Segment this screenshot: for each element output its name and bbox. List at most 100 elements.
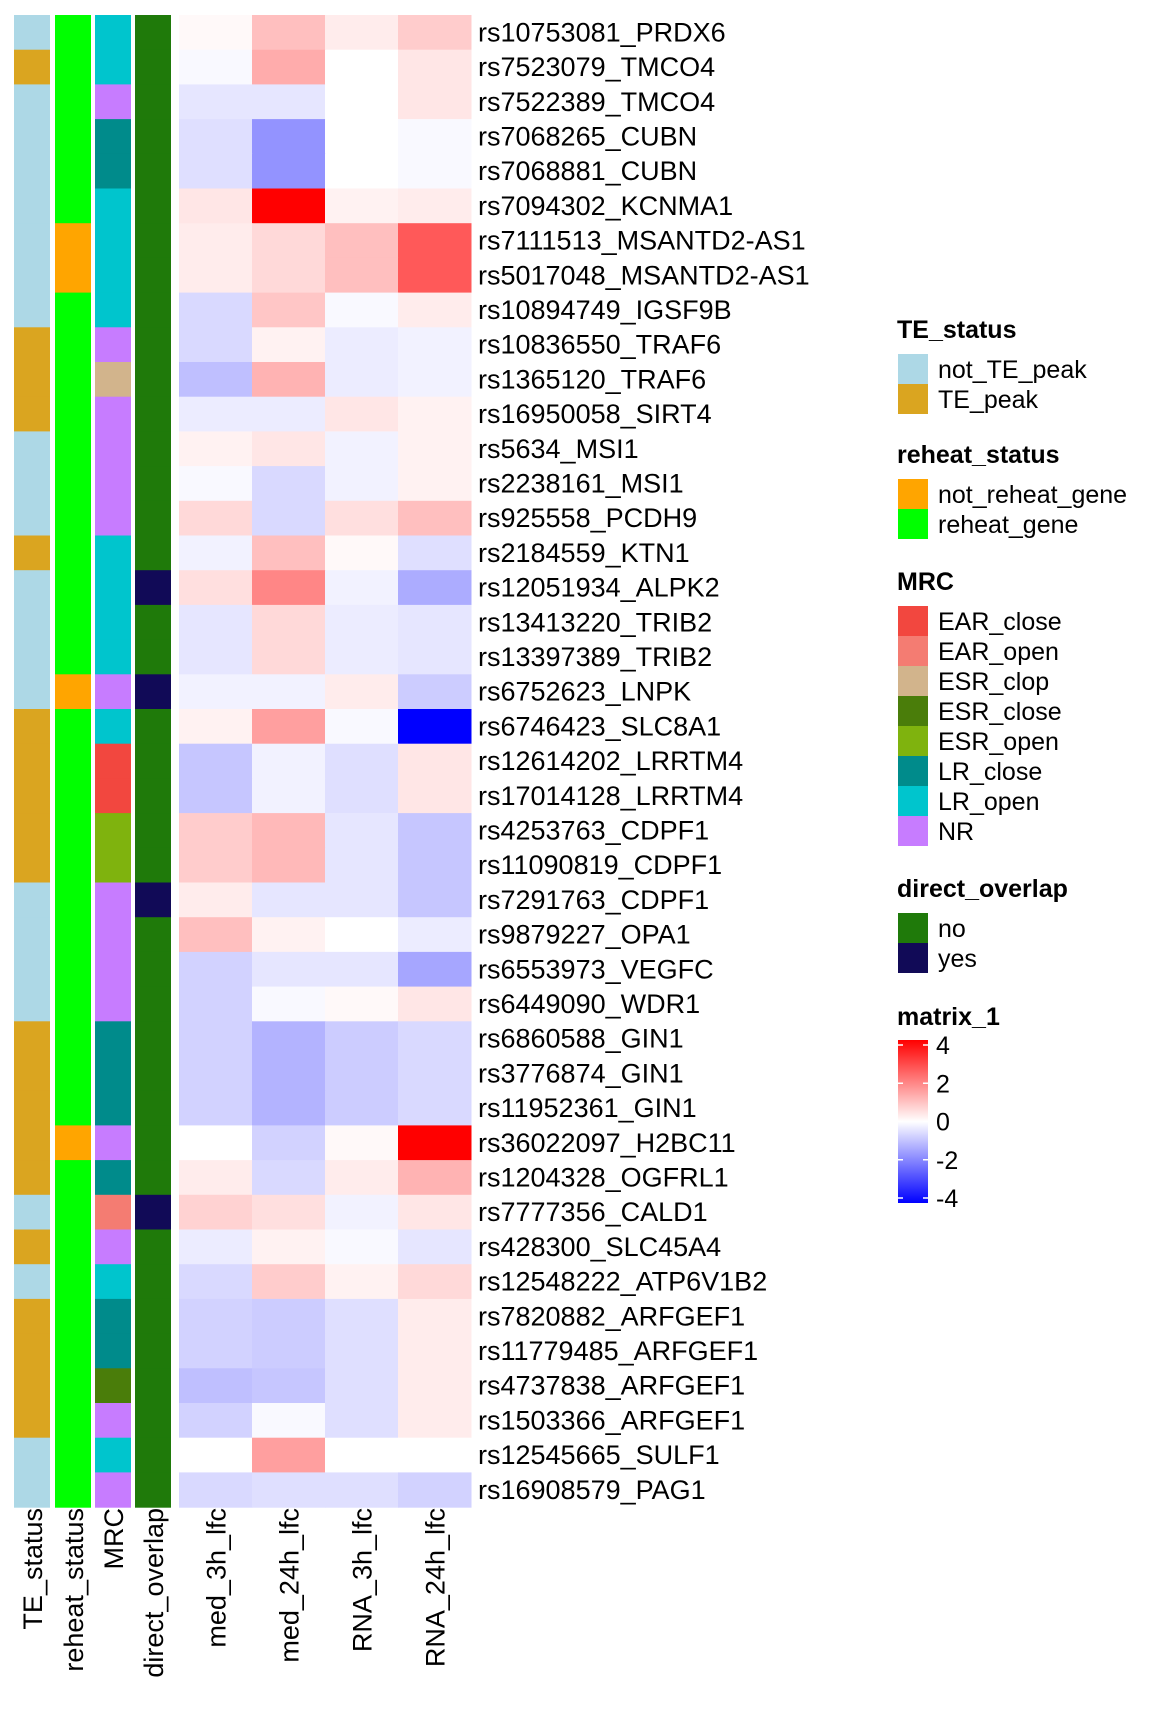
heatmap-cell (325, 257, 399, 294)
annotation-cell-MRC (95, 639, 131, 675)
heatmap-cell (179, 1056, 253, 1092)
heatmap-cell (252, 1368, 326, 1404)
annotation-cell-reheat_status (55, 466, 91, 502)
annotation-cell-TE_status (14, 362, 50, 398)
heatmap-cell (325, 1333, 399, 1369)
heatmap-cell (398, 15, 472, 51)
annotation-cell-MRC (95, 15, 131, 51)
heatmap-cell (252, 535, 326, 571)
legend-swatch (898, 696, 928, 726)
heatmap-cell (252, 743, 326, 779)
legend-swatch (898, 666, 928, 696)
heatmap-cell (252, 1229, 326, 1265)
heatmap-cell (252, 1298, 326, 1335)
annotation-cell-reheat_status (55, 604, 91, 641)
annotation-cell-reheat_status (55, 535, 91, 571)
legend-swatch (898, 913, 928, 943)
heatmap-cell (179, 49, 253, 85)
annotation-cell-reheat_status (55, 1403, 91, 1439)
legend-title: reheat_status (897, 441, 1060, 469)
heatmap-cells (179, 15, 472, 1508)
heatmap-cell (179, 1090, 253, 1126)
legend-label: ESR_close (938, 698, 1062, 726)
heatmap-cell (179, 1160, 253, 1196)
annotation-cell-reheat_status (55, 153, 91, 190)
row-label: rs12548222_ATP6V1B2 (478, 1267, 767, 1297)
annotation-cell-direct_overlap (135, 1090, 171, 1126)
annotation-cell-MRC (95, 84, 131, 120)
heatmap-cell (325, 1264, 399, 1300)
annotation-cell-TE_status (14, 49, 50, 85)
annotation-cell-reheat_status (55, 327, 91, 363)
annotation-cell-MRC (95, 882, 131, 918)
annotation-cell-direct_overlap (135, 223, 171, 259)
legend-label: LR_close (938, 758, 1042, 786)
heatmap-cell (179, 15, 253, 51)
heatmap-cell (325, 1056, 399, 1092)
row-label: rs7068881_CUBN (478, 156, 697, 186)
heatmap-cell (252, 951, 326, 988)
annotation-cell-TE_status (14, 778, 50, 814)
heatmap-cell (252, 1056, 326, 1092)
heatmap-cell (179, 257, 253, 294)
annotation-cell-TE_status (14, 431, 50, 467)
heatmap-cell (179, 500, 253, 537)
annotation-cell-reheat_status (55, 917, 91, 953)
annotation-cell-reheat_status (55, 951, 91, 988)
annotation-cell-MRC (95, 1333, 131, 1369)
row-label: rs17014128_LRRTM4 (478, 781, 743, 811)
heatmap-cell (398, 466, 472, 502)
heatmap-cell (325, 119, 399, 155)
heatmap-cell (325, 1298, 399, 1335)
legend-swatch (898, 726, 928, 756)
annotation-cell-TE_status (14, 674, 50, 710)
annotation-cell-MRC (95, 778, 131, 814)
row-label: rs7523079_TMCO4 (478, 52, 715, 82)
heatmap-cell (398, 223, 472, 259)
annotation-cell-MRC (95, 1298, 131, 1335)
heatmap-cell (179, 709, 253, 745)
heatmap-cell (179, 535, 253, 571)
heatmap-cell (398, 639, 472, 675)
colorbar-title: matrix_1 (897, 1003, 1000, 1031)
annotation-cell-direct_overlap (135, 431, 171, 467)
heatmap-cell (398, 1021, 472, 1057)
annotation-cell-reheat_status (55, 1437, 91, 1473)
legend-swatch (898, 606, 928, 636)
annotation-cell-TE_status (14, 917, 50, 953)
column-label: MRC (99, 1508, 129, 1570)
heatmap-cell (325, 1437, 399, 1473)
legend-label: LR_open (938, 788, 1039, 816)
heatmap-cell (252, 153, 326, 190)
heatmap-cell (398, 292, 472, 328)
heatmap-cell (325, 1403, 399, 1439)
heatmap-cell (179, 119, 253, 155)
annotation-cell-TE_status (14, 1298, 50, 1335)
annotation-cell-MRC (95, 743, 131, 779)
heatmap-cell (325, 1368, 399, 1404)
heatmap-cell (179, 466, 253, 502)
heatmap-cell (325, 431, 399, 467)
row-label: rs7068265_CUBN (478, 121, 697, 151)
row-label: rs6553973_VEGFC (478, 954, 714, 984)
annotation-cell-direct_overlap (135, 709, 171, 745)
heatmap-cell (398, 49, 472, 85)
annotation-cell-MRC (95, 362, 131, 398)
row-label: rs11090819_CDPF1 (478, 850, 722, 880)
annotation-cell-direct_overlap (135, 1021, 171, 1057)
legend-label: ESR_clop (938, 668, 1049, 696)
annotation-cell-TE_status (14, 257, 50, 294)
annotation-cell-direct_overlap (135, 119, 171, 155)
annotation-cell-direct_overlap (135, 1056, 171, 1092)
colorbar-tick-label: 2 (936, 1070, 950, 1098)
heatmap-cell (398, 431, 472, 467)
annotation-cell-reheat_status (55, 986, 91, 1022)
annotation-cell-direct_overlap (135, 1333, 171, 1369)
legend-swatch (898, 354, 928, 384)
column-label: reheat_status (59, 1508, 89, 1672)
column-labels: TE_status reheat_status MRC direct_overlap m… (18, 1508, 451, 1678)
annotation-cell-TE_status (14, 396, 50, 432)
annotation-cell-MRC (95, 1437, 131, 1473)
annotation-cell-reheat_status (55, 15, 91, 51)
annotation-cell-direct_overlap (135, 951, 171, 988)
